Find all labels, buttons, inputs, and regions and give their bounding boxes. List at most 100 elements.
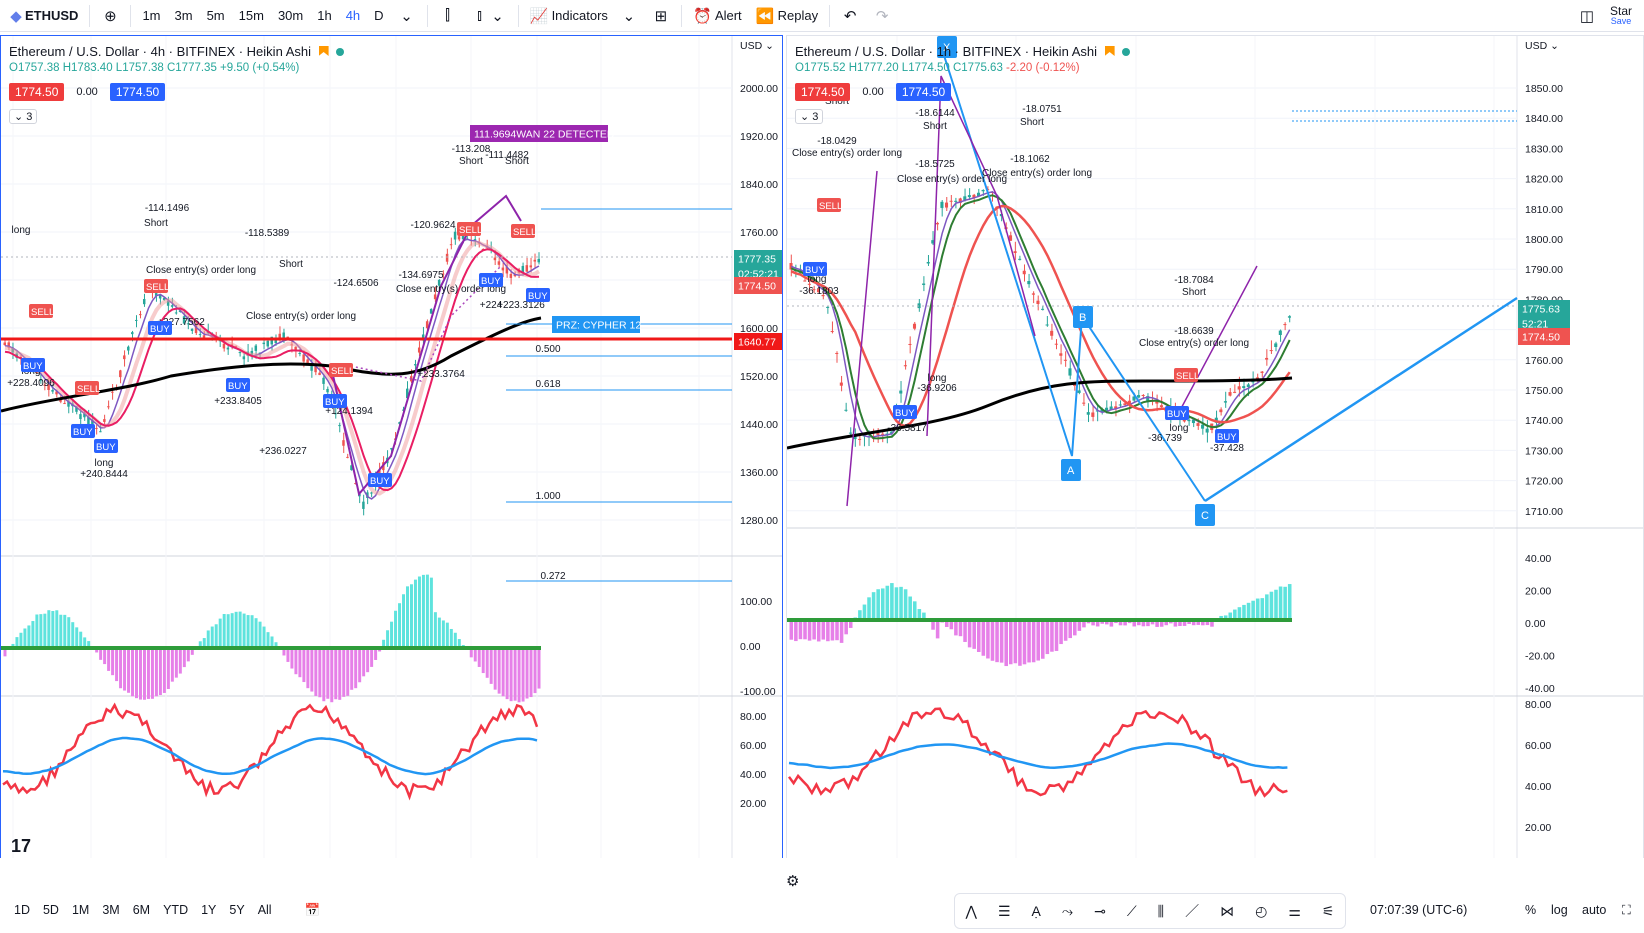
sell-price-button[interactable]: 1774.50 (795, 83, 851, 101)
interval-4h[interactable]: 4h (345, 8, 361, 23)
candle (162, 297, 166, 301)
layout-button[interactable]: ◫ (1571, 0, 1603, 32)
candle (358, 493, 361, 497)
projection-icon[interactable]: ◴ (1255, 902, 1268, 919)
right-chart-canvas[interactable]: USD ⌄ 1850.00 1840.00 1830.00 1820.00 1810.00… (787, 36, 1644, 895)
save-layout-button[interactable]: Star Save (1603, 0, 1644, 32)
chevron-down-icon: ⌄ (491, 7, 504, 25)
sell-signal: SELL (819, 201, 842, 212)
candle (1018, 258, 1022, 260)
candle (1146, 396, 1150, 403)
range-1y[interactable]: 1Y (201, 903, 217, 917)
buy-price-button[interactable]: 1774.50 (895, 83, 952, 101)
left-chart-canvas[interactable]: USD ⌄2000.001920.001840.001760.001680.00… (1, 36, 783, 895)
pattern-tool-icon[interactable]: ⋀ (965, 902, 977, 919)
chart-annotation: Close entry(s) order long (246, 311, 356, 322)
spread-value: 0.00 (76, 86, 98, 98)
price-tick-label: 1710.00 (1525, 506, 1563, 518)
sell-price-button[interactable]: 1774.50 (9, 83, 65, 101)
candle (425, 321, 429, 329)
path-tool-icon[interactable]: ⤳ (1061, 902, 1074, 919)
xabcd-pattern-icon[interactable]: ⋈ (1220, 902, 1235, 919)
harmonic-pattern-line (846, 75, 1258, 507)
goto-date-icon[interactable]: 📅 (304, 903, 321, 917)
left-chart-panel[interactable]: USD ⌄2000.001920.001840.001760.001680.00… (0, 35, 783, 895)
candle (413, 364, 417, 366)
alert-button[interactable]: ⏰ Alert (686, 0, 749, 32)
candle (1269, 350, 1273, 352)
candle (123, 355, 126, 360)
chart-style-button[interactable]: ⫿ (432, 0, 464, 32)
lines-tool-icon[interactable]: ☰ (997, 902, 1011, 919)
long-position-icon[interactable]: ⚌ (1288, 902, 1301, 919)
indicators-collapse-button[interactable]: ⌄ 3 (9, 109, 38, 124)
interval-3m[interactable]: 3m (174, 8, 193, 23)
bid-price-tag-bg (1518, 328, 1570, 345)
price-tick-label: 1800.00 (1525, 234, 1563, 246)
percent-toggle[interactable]: % (1525, 903, 1537, 917)
redo-button[interactable]: ↷ (866, 0, 898, 32)
range-5d[interactable]: 5D (42, 903, 59, 917)
range-all[interactable]: All (257, 903, 272, 917)
interval-30m[interactable]: 30m (277, 8, 304, 23)
buy-price-button[interactable]: 1774.50 (109, 83, 166, 101)
indicators-collapse-button[interactable]: ⌄ 3 (795, 109, 824, 124)
log-toggle[interactable]: log (1551, 903, 1568, 917)
interval-1h[interactable]: 1h (317, 8, 332, 23)
candle (940, 201, 944, 208)
auto-toggle[interactable]: auto (1582, 903, 1607, 917)
candle (1086, 412, 1090, 415)
buy-signal-bg (368, 473, 392, 487)
indicators-button[interactable]: 📈 Indicators ⌄ (523, 0, 645, 32)
gear-icon[interactable]: ⚙ (786, 873, 800, 890)
interval-1m[interactable]: 1m (142, 8, 161, 23)
buy-signal: BUY (73, 427, 93, 438)
undo-icon: ↶ (843, 7, 857, 25)
clock-display[interactable]: 07:07:39 (UTC-6) (1370, 903, 1468, 917)
candle (342, 440, 345, 446)
replay-button[interactable]: ⏪ Replay (749, 0, 825, 32)
fullscreen-icon[interactable]: ⛶ (1622, 903, 1631, 917)
buy-signal-bg (148, 321, 172, 335)
candle (437, 279, 441, 286)
text-tool-icon[interactable]: Ạ (1031, 903, 1041, 919)
chart-type-button[interactable]: ⫾ ⌄ (464, 0, 514, 32)
measure-tool-icon[interactable]: ⊸ (1094, 902, 1106, 919)
templates-button[interactable]: ⊞ (645, 0, 677, 32)
symbol-label: ETHUSD (25, 8, 79, 23)
ohlc-open: O1775.52 (795, 62, 846, 74)
fib-tool-icon[interactable]: ⫼ (1157, 902, 1165, 919)
range-5y[interactable]: 5Y (229, 903, 245, 917)
interval-d[interactable]: D (374, 8, 384, 23)
right-chart-panel[interactable]: USD ⌄ 1850.00 1840.00 1830.00 1820.00 1810.00… (786, 35, 1644, 895)
buy-signal: BUY (325, 397, 345, 408)
range-6m[interactable]: 6M (132, 903, 151, 917)
range-1d[interactable]: 1D (14, 903, 30, 917)
chart-annotation: -120.9624 (410, 220, 455, 231)
candle (154, 293, 158, 296)
brush-tool-icon[interactable]: ⟋ (1126, 902, 1137, 919)
range-1m[interactable]: 1M (71, 903, 90, 917)
buy-signal-bg (1215, 429, 1239, 443)
buy-signal-bg (226, 378, 250, 392)
interval-5m[interactable]: 5m (206, 8, 225, 23)
ma-purple-line (4, 238, 540, 500)
interval-dropdown[interactable]: ⌄ (391, 0, 423, 32)
chart-annotation: Close entry(s) order long (146, 265, 256, 276)
candle (835, 352, 839, 354)
tools-settings-icon[interactable]: ⚟ (1321, 902, 1335, 919)
undo-button[interactable]: ↶ (834, 0, 866, 32)
candle (1114, 406, 1118, 409)
range-ytd[interactable]: YTD (163, 903, 189, 917)
compare-button[interactable]: ⊕ (94, 0, 126, 32)
candle (111, 391, 114, 393)
interval-15m[interactable]: 15m (238, 8, 264, 23)
buy-signal-bg (323, 394, 347, 408)
range-3m[interactable]: 3M (102, 903, 120, 917)
candle (944, 202, 949, 208)
candle (1105, 407, 1109, 411)
symbol-search[interactable]: ◆ ETHUSD (0, 0, 85, 32)
candle (67, 401, 70, 407)
chart-annotation: -124.6506 (333, 278, 378, 289)
trend-line-icon[interactable]: ／ (1185, 903, 1200, 919)
